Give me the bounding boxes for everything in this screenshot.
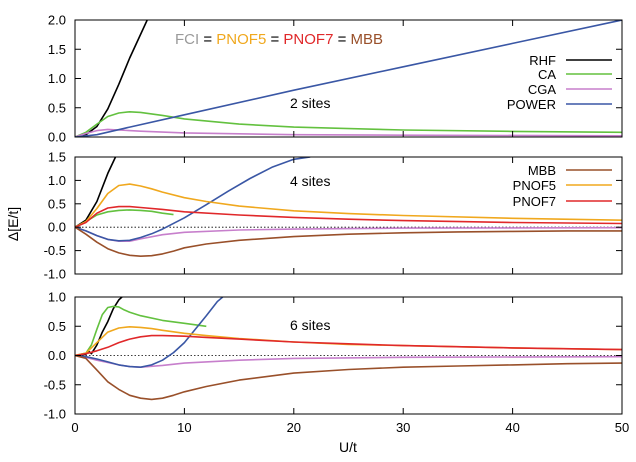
y-tick-label: 0.0 [48,130,66,145]
y-tick-label: 0.5 [48,319,66,334]
header-equation: FCI = PNOF5 = PNOF7 = MBB [175,31,383,48]
series-line-cga [75,354,622,368]
header-part: MBB [351,31,384,48]
series-line-rhf [75,157,117,228]
series-group [75,157,622,257]
x-tick-label: 0 [71,420,78,435]
plot-frame [74,156,623,275]
x-tick-label: 30 [396,420,410,435]
series-line-power [75,157,311,242]
y-tick-label: 1.0 [48,71,66,86]
legend-label: POWER [507,97,556,112]
series-line-pnof5 [75,183,622,228]
y-tick-label: 1.5 [48,42,66,57]
series-line-rhf [75,20,148,137]
x-tick-label: 40 [505,420,519,435]
x-axis-label: U/t [339,439,357,455]
legend-label: PNOF5 [513,178,556,193]
y-tick-label: 2.0 [48,13,66,28]
series-line-pnof7 [75,334,622,357]
header-part: PNOF5 [216,31,266,48]
series-line-ca [75,305,207,357]
series-group [75,297,622,401]
y-tick-label: -1.0 [44,407,66,422]
series-line-pnof7 [75,205,622,228]
series-line-power [75,20,622,137]
header-part: = [199,31,216,48]
y-tick-label: 0.5 [48,100,66,115]
series-line-mbb [75,354,622,401]
header-part: = [266,31,283,48]
y-tick-label: 0.5 [48,196,66,211]
series-line-mbb [75,226,622,257]
y-axis-label: Δ[E/t] [5,207,21,241]
legend-label: PNOF7 [513,194,556,209]
x-tick-label: 10 [177,420,191,435]
panel-label: 4 sites [290,173,330,189]
y-tick-label: 0.0 [48,348,66,363]
series-line-ca [75,111,622,137]
y-tick-label: 1.5 [48,150,66,165]
header-part: PNOF7 [283,31,333,48]
y-tick-label: 1.0 [48,290,66,305]
series-group [75,20,622,137]
x-tick-label: 20 [287,420,301,435]
y-tick-label: -0.5 [44,243,66,258]
panel-3: -1.0 -0.5 0.0 0.5 1.0 0 10 20 30 40 50 6 sites [44,290,630,436]
x-tick-label: 50 [615,420,629,435]
legend-label: CGA [528,82,557,97]
series-line-pnof5 [75,326,622,357]
legend-label: CA [538,67,556,82]
series-line-cga [75,128,622,137]
y-tick-label: -1.0 [44,267,66,282]
header-part: FCI [175,31,199,48]
y-tick-label: 1.0 [48,173,66,188]
y-tick-label: 0.0 [48,220,66,235]
panel-label: 6 sites [290,317,330,333]
y-tick-label: -0.5 [44,377,66,392]
legend-label: RHF [529,53,556,68]
header-part: = [333,31,350,48]
panel-label: 2 sites [290,95,330,111]
series-line-power [75,297,224,368]
legend-label: MBB [528,163,556,178]
